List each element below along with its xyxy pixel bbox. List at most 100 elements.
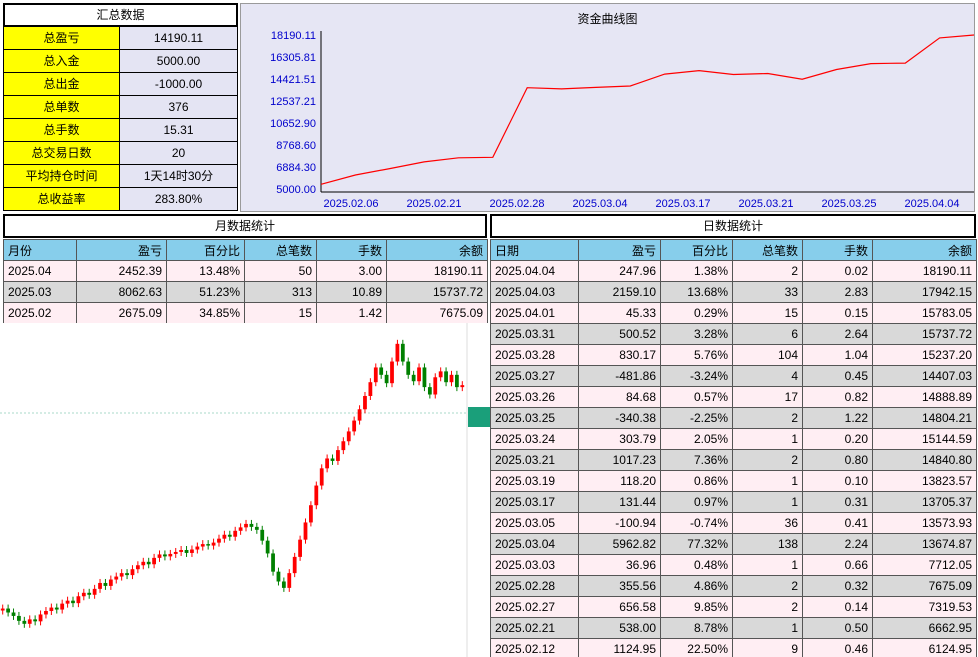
table-cell: 1.04 [802,344,873,366]
table-cell: 0.48% [660,554,733,576]
table-cell: 0.02 [802,260,873,282]
x-tick-label: 2025.02.06 [323,198,378,210]
table-cell: 0.50 [802,617,873,639]
table-row[interactable]: 2025.02.21 538.00 8.78% 1 0.50 6662.95 [490,617,977,639]
column-header[interactable]: 百分比 [166,239,245,261]
summary-row: 总盈亏 14190.11 [3,27,238,50]
candle-body [168,553,173,557]
table-row[interactable]: 2025.04.04 247.96 1.38% 2 0.02 18190.11 [490,260,977,282]
column-header[interactable]: 盈亏 [578,239,661,261]
candle-body [152,557,156,565]
table-cell: 2025.03.05 [490,512,579,534]
candle-body [200,544,205,547]
table-cell: 2025.03.26 [490,386,579,408]
candle-body [330,458,335,461]
column-header[interactable]: 总笔数 [732,239,803,261]
candle-body [0,608,5,611]
table-cell: 5962.82 [578,533,661,555]
table-row[interactable]: 2025.03.17 131.44 0.97% 1 0.31 13705.37 [490,491,977,513]
summary-label: 总单数 [3,96,120,119]
table-row[interactable]: 2025.03.25 -340.38 -2.25% 2 1.22 14804.21 [490,407,977,429]
table-row[interactable]: 2025.04.03 2159.10 13.68% 33 2.83 17942.15 [490,281,977,303]
column-header[interactable]: 盈亏 [76,239,167,261]
x-tick-label: 2025.03.21 [738,198,793,210]
table-cell: 656.58 [578,596,661,618]
table-cell: 0.14 [802,596,873,618]
candle-body [146,561,151,565]
table-row[interactable]: 2025.03.04 5962.82 77.32% 138 2.24 13674.87 [490,533,977,555]
table-cell: 2025.02.12 [490,638,579,657]
table-cell: 13.48% [166,260,245,282]
table-cell: 2025.03.03 [490,554,579,576]
table-cell: 2025.02.28 [490,575,579,597]
table-row[interactable]: 2025.03.21 1017.23 7.36% 2 0.80 14840.80 [490,449,977,471]
candle-body [384,374,389,384]
column-header[interactable]: 日期 [490,239,579,261]
equity-chart: 资金曲线图 18190.11 16305.81 14421.51 12537.21 10… [240,3,975,212]
summary-row: 总交易日数 20 [3,142,238,165]
column-header[interactable]: 手数 [316,239,387,261]
column-header[interactable]: 余额 [872,239,977,261]
y-tick-label: 10652.90 [270,118,316,130]
column-header[interactable]: 总笔数 [244,239,317,261]
table-row[interactable]: 2025.04.01 45.33 0.29% 15 0.15 15783.05 [490,302,977,324]
summary-row: 总手数 15.31 [3,119,238,142]
candle-body [87,592,92,595]
table-cell: 3.28% [660,323,733,345]
table-cell: 0.80 [802,449,873,471]
table-row[interactable]: 2025.03.05 -100.94 -0.74% 36 0.41 13573.93 [490,512,977,534]
table-row[interactable]: 2025.03 8062.63 51.23% 313 10.89 15737.72 [3,281,488,303]
candle-body [157,554,162,558]
candle-body [173,551,178,554]
table-cell: 15783.05 [872,302,977,324]
candle-body [260,529,265,541]
table-row[interactable]: 2025.04 2452.39 13.48% 50 3.00 18190.11 [3,260,488,282]
table-row[interactable]: 2025.02 2675.09 34.85% 15 1.42 7675.09 [3,302,488,324]
table-cell: 2025.03.31 [490,323,579,345]
x-tick-label: 2025.02.21 [406,198,461,210]
column-header[interactable]: 手数 [802,239,873,261]
column-header[interactable]: 月份 [3,239,77,261]
column-header[interactable]: 百分比 [660,239,733,261]
table-row[interactable]: 2025.03.24 303.79 2.05% 1 0.20 15144.59 [490,428,977,450]
candle-body [373,367,378,383]
table-row[interactable]: 2025.02.27 656.58 9.85% 2 0.14 7319.53 [490,596,977,618]
summary-label: 总盈亏 [3,27,120,50]
table-cell: 50 [244,260,317,282]
table-cell: 6662.95 [872,617,977,639]
table-row[interactable]: 2025.03.31 500.52 3.28% 6 2.64 15737.72 [490,323,977,345]
candle-body [336,450,340,461]
summary-value: 5000.00 [120,50,238,73]
candle-body [233,530,238,537]
table-cell: 14804.21 [872,407,977,429]
candle-body [298,539,302,557]
candle-body [130,569,135,576]
table-row[interactable]: 2025.03.27 -481.86 -3.24% 4 0.45 14407.03 [490,365,977,387]
table-row[interactable]: 2025.03.19 118.20 0.86% 1 0.10 13823.57 [490,470,977,492]
table-row[interactable]: 2025.03.26 84.68 0.57% 17 0.82 14888.89 [490,386,977,408]
candle-body [211,542,216,546]
table-cell: 0.82 [802,386,873,408]
candle-body [454,374,459,388]
table-row[interactable]: 2025.03.03 36.96 0.48% 1 0.66 7712.05 [490,554,977,576]
table-cell: 2.64 [802,323,873,345]
table-cell: 104 [732,344,803,366]
candle-body [179,550,184,552]
x-tick-label: 2025.03.04 [572,198,627,210]
table-cell: 0.45 [802,365,873,387]
column-header[interactable]: 余额 [386,239,488,261]
daily-header-row: 日期 盈亏 百分比 总笔数 手数 余额 [490,239,977,261]
table-row[interactable]: 2025.02.12 1124.95 22.50% 9 0.46 6124.95 [490,638,977,657]
table-cell: 500.52 [578,323,661,345]
table-row[interactable]: 2025.02.28 355.56 4.86% 2 0.32 7675.09 [490,575,977,597]
table-cell: 9.85% [660,596,733,618]
monthly-header-row: 月份 盈亏 百分比 总笔数 手数 余额 [3,239,488,261]
table-cell: 6124.95 [872,638,977,657]
price-chart-overlay [0,323,490,657]
table-cell: 2675.09 [76,302,167,324]
candle-body [71,600,75,604]
table-cell: 9 [732,638,803,657]
table-row[interactable]: 2025.03.28 830.17 5.76% 104 1.04 15237.20 [490,344,977,366]
candle-body [227,534,232,537]
table-cell: -481.86 [578,365,661,387]
